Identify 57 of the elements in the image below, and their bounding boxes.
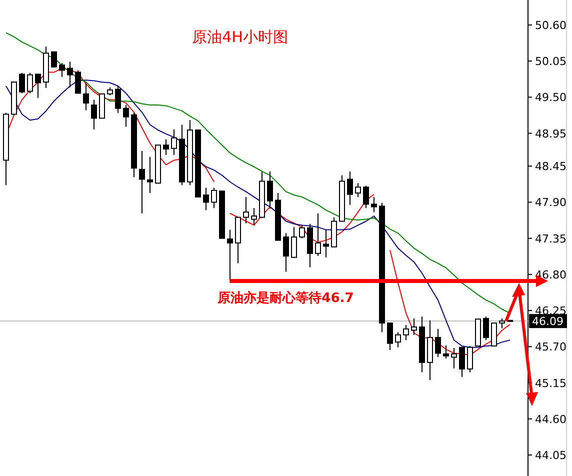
y-tick-label: 45.15 [535,376,566,390]
candlestick [251,208,257,226]
y-tick-label: 44.60 [535,412,566,426]
candlestick [267,170,273,210]
candlestick [467,346,473,373]
candlestick [163,138,169,156]
candlestick [91,99,97,130]
candlestick [299,224,305,239]
candlestick [387,322,393,350]
candlestick [347,170,353,206]
candlestick [451,347,457,369]
candlestick [123,104,129,128]
candlestick [395,332,401,348]
text: 原油4H小时图 [192,28,288,46]
y-tick-label: 47.90 [535,196,566,210]
y-tick-label: 50.05 [535,55,566,68]
candlestick [83,82,89,111]
candlestick [459,346,465,378]
candlestick [315,212,321,257]
candlestick [211,187,217,209]
candlestick [323,229,329,258]
y-tick-label: 49.50 [535,91,566,104]
y-tick-label: 45.70 [535,340,566,354]
candlestick [51,51,57,68]
candlestick [491,322,497,346]
y-tick-label: 48.45 [535,160,566,174]
candlestick [411,318,417,336]
candlestick [203,187,209,211]
candlestick [443,344,449,359]
candlestick [483,316,489,341]
candlestick [243,196,249,224]
ref-line-label: 46.09 [532,315,564,328]
y-tick-label: 48.95 [535,127,566,140]
ref-line-label: 原油亦是耐心等待46.7 [216,290,354,306]
candlestick [355,182,361,198]
candlestick [403,324,409,341]
candlestick [291,226,297,259]
candlestick [147,156,153,194]
candlestick [115,84,121,114]
candlestick [499,318,505,329]
candlestick [59,62,65,78]
y-tick-label: 47.35 [535,232,566,246]
candlestick [139,150,145,214]
candlestick [227,229,233,281]
candlestick [435,328,441,358]
candlestick [363,185,369,209]
candlestick [35,74,41,98]
y-tick-label: 46.80 [535,268,566,282]
y-tick-label: 50.60 [535,18,566,32]
candlestick [371,196,377,213]
y-tick-label: 44.05 [535,448,566,462]
candlestick [19,72,25,94]
candlestick [171,128,177,156]
candlestick [67,61,73,88]
candlestick [75,70,81,94]
candlestick [283,232,289,272]
candlestick [27,72,33,94]
